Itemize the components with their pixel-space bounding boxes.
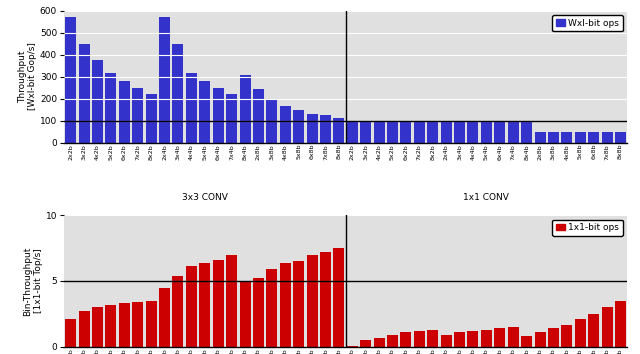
Bar [347,122,358,143]
Bar [132,88,143,143]
Bar [79,44,90,143]
Bar [401,332,412,347]
Bar [65,319,76,347]
Bar [320,115,331,143]
Bar [293,261,304,347]
Bar [186,267,197,347]
Bar [226,255,237,347]
Bar [307,255,317,347]
Bar [280,106,291,143]
Bar [467,122,479,143]
Bar [508,122,518,143]
Bar [173,44,184,143]
Bar [333,248,344,347]
Bar [106,305,116,347]
Bar [454,122,465,143]
Bar [92,307,103,347]
Bar [347,346,358,347]
Bar [428,330,438,347]
Y-axis label: Bin-Throughput
[1x1-bit Top/s]: Bin-Throughput [1x1-bit Top/s] [24,246,43,316]
Bar [226,94,237,143]
Bar [360,122,371,143]
Bar [534,132,545,143]
Bar [387,122,398,143]
Bar [387,335,398,347]
Bar [320,252,331,347]
Bar [494,122,506,143]
Bar [92,60,103,143]
Bar [199,81,211,143]
Bar [534,332,545,347]
Y-axis label: Throughput
[WxI-bit Gop/s]: Throughput [WxI-bit Gop/s] [18,42,37,110]
Legend: WxI-bit ops: WxI-bit ops [552,15,623,32]
Bar [521,336,532,347]
Bar [293,110,304,143]
Bar [199,263,211,347]
Bar [212,88,224,143]
Bar [548,329,559,347]
Bar [521,122,532,143]
Bar [173,276,184,347]
Bar [575,319,586,347]
Text: 1x1 CONV: 1x1 CONV [463,193,509,202]
Bar [132,302,143,347]
Bar [266,269,277,347]
Bar [253,89,264,143]
Bar [333,118,344,143]
Bar [79,311,90,347]
Bar [239,282,250,347]
Legend: 1x1-bit ops: 1x1-bit ops [552,219,623,236]
Bar [494,329,506,347]
Bar [253,278,264,347]
Bar [615,301,626,347]
Bar [266,99,277,143]
Bar [467,331,479,347]
Bar [441,335,452,347]
Bar [441,122,452,143]
Bar [106,73,116,143]
Bar [159,17,170,143]
Bar [414,122,425,143]
Bar [481,330,492,347]
Bar [119,303,130,347]
Bar [602,307,612,347]
Bar [602,132,612,143]
Text: 3x3 CONV: 3x3 CONV [182,193,228,202]
Bar [588,132,599,143]
Bar [508,327,518,347]
Bar [401,122,412,143]
Bar [414,331,425,347]
Bar [548,132,559,143]
Bar [374,338,385,347]
Bar [588,314,599,347]
Bar [561,325,572,347]
Bar [561,132,572,143]
Bar [159,287,170,347]
Bar [615,132,626,143]
Bar [307,114,317,143]
Bar [280,263,291,347]
Bar [374,122,385,143]
Bar [65,17,76,143]
Bar [575,132,586,143]
Bar [239,75,250,143]
Bar [146,94,157,143]
Bar [481,122,492,143]
Bar [360,340,371,347]
Bar [428,122,438,143]
Bar [212,260,224,347]
Bar [119,81,130,143]
Bar [146,301,157,347]
Bar [454,332,465,347]
Bar [186,73,197,143]
